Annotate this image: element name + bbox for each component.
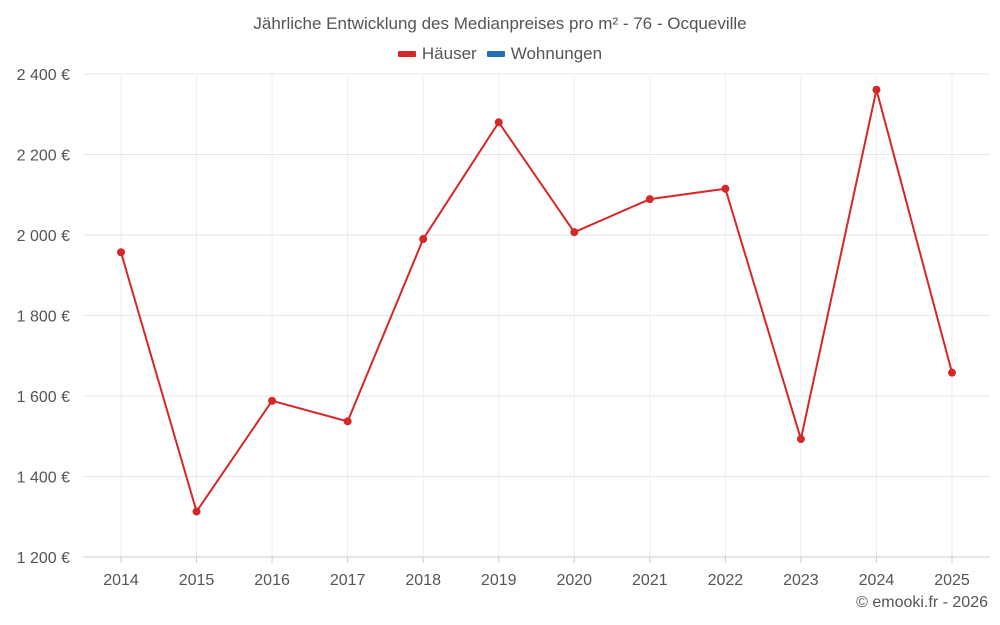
- data-point: [948, 368, 956, 377]
- data-point: [645, 195, 654, 204]
- credit-text: © emooki.fr - 2026: [856, 594, 988, 611]
- data-point: [419, 235, 428, 244]
- x-tick-label: 2018: [405, 572, 441, 589]
- data-point: [796, 435, 805, 444]
- y-tick-label: 2 200 €: [17, 148, 70, 165]
- legend-item-wohnungen[interactable]: Wohnungen: [486, 44, 603, 64]
- legend-swatch-haeuser: [397, 51, 416, 57]
- legend-item-haeuser[interactable]: Häuser: [397, 44, 477, 64]
- x-tick-label: 2023: [783, 572, 819, 589]
- x-tick-label: 2019: [481, 572, 517, 589]
- y-tick-label: 1 600 €: [17, 389, 70, 406]
- data-point: [192, 507, 201, 516]
- data-point: [494, 118, 503, 127]
- legend-label-wohnungen: Wohnungen: [510, 44, 603, 63]
- y-tick-label: 1 800 €: [17, 309, 70, 326]
- y-tick-label: 2 400 €: [17, 67, 70, 84]
- y-tick-label: 1 200 €: [17, 550, 70, 567]
- data-point: [570, 228, 579, 237]
- x-tick-label: 2015: [179, 572, 215, 589]
- x-tick-label: 2025: [934, 572, 970, 589]
- x-tick-label: 2021: [632, 572, 668, 589]
- x-tick-label: 2024: [859, 572, 895, 589]
- x-tick-label: 2016: [254, 572, 290, 589]
- data-point: [872, 85, 881, 94]
- legend-swatch-wohnungen: [486, 51, 505, 57]
- x-tick-label: 2022: [708, 572, 744, 589]
- x-tick-label: 2014: [103, 572, 139, 589]
- y-tick-label: 1 400 €: [17, 470, 70, 487]
- data-point: [268, 396, 277, 405]
- series-line: [120, 88, 953, 513]
- legend-label-haeuser: Häuser: [421, 44, 477, 63]
- x-tick-label: 2020: [556, 572, 592, 589]
- y-tick-label: 2 000 €: [17, 228, 70, 245]
- chart-title: Jährliche Entwicklung des Medianpreises …: [253, 14, 747, 33]
- legend: Häuser Wohnungen: [0, 44, 1000, 64]
- data-point: [343, 417, 352, 426]
- x-tick-label: 2017: [330, 572, 366, 589]
- data-point: [117, 248, 125, 257]
- data-point: [721, 184, 730, 193]
